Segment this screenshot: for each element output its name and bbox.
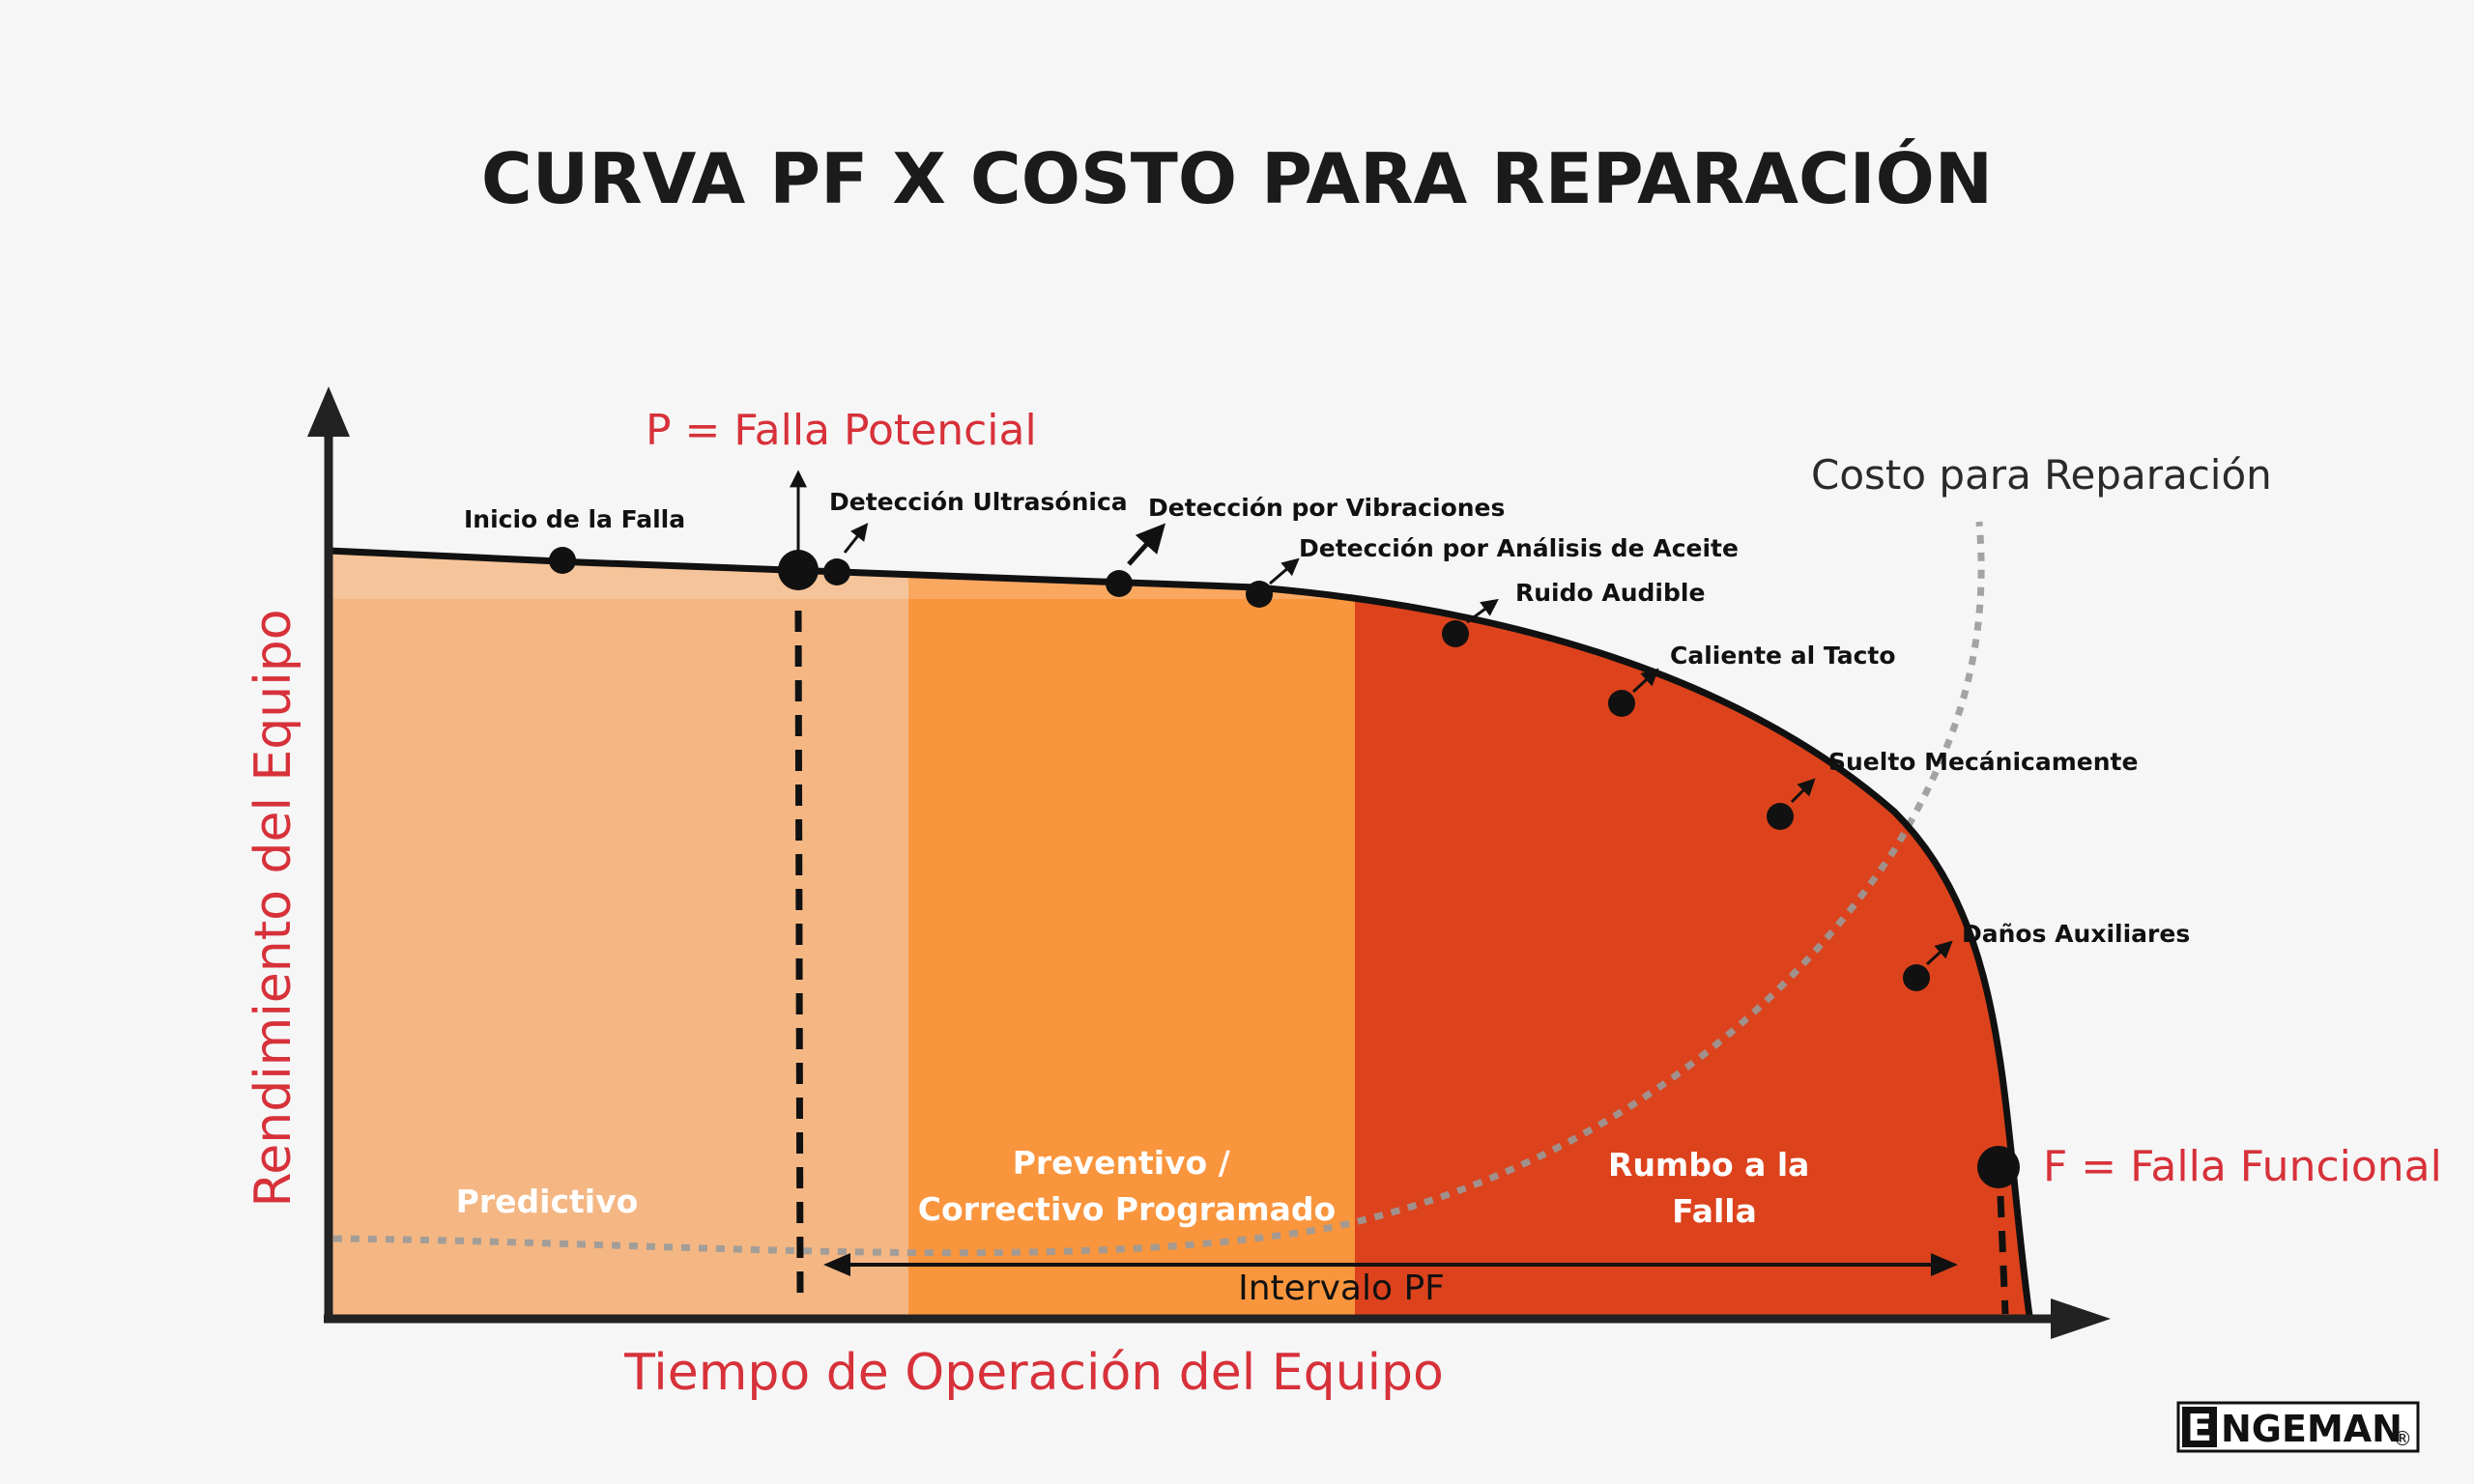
zone-label-rumbo: Rumbo a la Falla: [1608, 1146, 1821, 1230]
logo-frame: [2176, 1401, 2420, 1453]
event-label-vibraciones: Detección por Vibraciones: [1148, 494, 1505, 522]
event-label-aceite: Detección por Análisis de Aceite: [1299, 534, 1739, 562]
x-axis-label: Tiempo de Operación del Equipo: [623, 1344, 1444, 1402]
zone-preventivo-bg: [908, 551, 1355, 1316]
event-label-ultrasonica: Detección Ultrasónica: [829, 488, 1128, 516]
y-axis-arrow-icon: [307, 386, 350, 437]
zone-label-preventivo: Preventivo / Correctivo Programado: [918, 1144, 1336, 1228]
cost-curve: [332, 521, 1985, 1257]
f-dashed-line: [1997, 1195, 2009, 1315]
event-point-inicio: [549, 547, 576, 574]
interval-right-arrowhead-icon: [1931, 1253, 1958, 1276]
logo-e-box: [2182, 1407, 2217, 1447]
f-point: [1977, 1146, 2020, 1188]
event-label-caliente: Caliente al Tacto: [1670, 642, 1896, 670]
p-dashed-line: [794, 610, 804, 1300]
event-point-danos: [1903, 964, 1930, 991]
zone-highlight: [329, 551, 2029, 599]
event-label-ruido: Ruido Audible: [1515, 579, 1705, 607]
event-point-suelto: [1767, 803, 1794, 830]
arrow-danos: [1925, 940, 1953, 966]
arrow-suelto: [1790, 778, 1816, 804]
event-point-vibraciones: [1106, 570, 1133, 597]
p-point: [778, 550, 819, 590]
event-points: [549, 547, 2020, 1188]
zone-label-predictivo-line: Predictivo: [456, 1183, 639, 1220]
event-label-inicio: Inicio de la Falla: [464, 505, 685, 533]
event-label-danos: Daños Auxiliares: [1962, 920, 2190, 948]
logo-initial: E: [2187, 1407, 2212, 1449]
logo-name: NGEMAN: [2221, 1408, 2402, 1450]
arrow-caliente: [1631, 668, 1659, 694]
arrow-ultrasonica: [843, 523, 869, 554]
logo-registered-mark: ®: [2393, 1427, 2412, 1450]
interval-left-arrowhead-icon: [823, 1253, 850, 1276]
event-label-suelto: Suelto Mecánicamente: [1828, 748, 2138, 776]
f-label: F = Falla Funcional: [2043, 1142, 2442, 1191]
zone-label-preventivo-line-1: Preventivo /: [1013, 1144, 1231, 1182]
pf-curve: [328, 547, 2033, 1317]
p-label: P = Falla Potencial: [646, 406, 1037, 455]
y-axis-label: Rendimiento del Equipo: [245, 609, 302, 1207]
zone-predictivo-bg: [329, 551, 908, 1316]
arrow-vibraciones: [1127, 523, 1166, 566]
zone-label-rumbo-line-2: Falla: [1672, 1192, 1757, 1230]
event-point-ultrasonica: [823, 558, 850, 585]
event-point-aceite: [1246, 581, 1273, 608]
arrow-ruido: [1466, 598, 1499, 624]
event-point-caliente: [1608, 690, 1635, 717]
engeman-logo: E NGEMAN ®: [2176, 1401, 2420, 1453]
cost-label: Costo para Reparación: [1811, 451, 2272, 499]
zone-label-preventivo-line-2: Correctivo Programado: [918, 1190, 1336, 1228]
event-point-ruido: [1442, 620, 1469, 647]
event-arrows: [843, 523, 1953, 966]
page-title: CURVA PF X COSTO PARA REPARACIÓN: [481, 138, 1993, 219]
interval-pf-label: Intervalo PF: [1238, 1269, 1445, 1308]
arrow-aceite: [1269, 557, 1300, 585]
zone-label-predictivo: Predictivo: [456, 1183, 639, 1220]
x-axis-arrow-icon: [2051, 1298, 2111, 1339]
zone-label-rumbo-line-1: Rumbo a la: [1608, 1146, 1809, 1184]
